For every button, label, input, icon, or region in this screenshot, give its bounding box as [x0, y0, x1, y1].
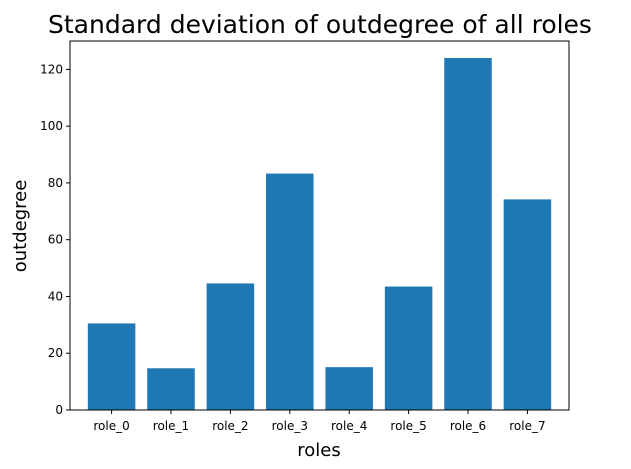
x-tick-label: role_3 [272, 419, 308, 433]
bar-role_0 [87, 323, 136, 410]
x-tick-label: role_4 [331, 419, 367, 433]
bar-role_3 [266, 173, 314, 410]
y-tick-label: 40 [48, 289, 63, 303]
bar-role_2 [206, 283, 255, 410]
x-tick-label: role_2 [212, 419, 248, 433]
bars-group [87, 58, 552, 411]
plot-frame [69, 40, 570, 411]
x-tick-label: role_7 [509, 419, 545, 433]
y-tick-label: 80 [48, 176, 63, 190]
chart-title: Standard deviation of outdegree of all r… [48, 10, 592, 39]
y-tick-label: 120 [40, 62, 63, 76]
bar-role_1 [147, 368, 195, 410]
y-tick-label: 60 [48, 233, 63, 247]
y-tick-label: 0 [55, 403, 63, 417]
bar-role_5 [384, 286, 433, 410]
y-tick-label: 20 [48, 346, 63, 360]
y-tick-label: 100 [40, 119, 63, 133]
x-tick-label: role_0 [93, 419, 129, 433]
x-axis-label: roles [297, 440, 340, 461]
y-axis-label: outdegree [10, 180, 31, 273]
x-tick-label: role_1 [153, 419, 189, 433]
bar-role_6 [444, 58, 492, 411]
bar-role_7 [503, 199, 552, 410]
x-tick-label: role_5 [390, 419, 426, 433]
y-axis-ticks: 0 20 40 60 80 100 120 [40, 62, 70, 417]
x-tick-label: role_6 [450, 419, 486, 433]
bar-role_4 [325, 367, 373, 410]
x-axis-ticks: role_0 role_1 role_2 role_3 role_4 role_5 role… [93, 410, 546, 433]
